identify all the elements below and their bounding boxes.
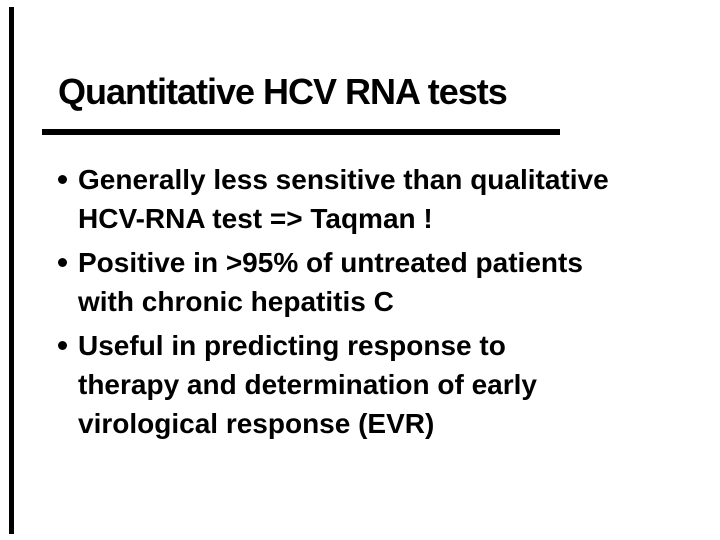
bullet-item: Generally less sensitive than qualitativ… (42, 160, 710, 238)
bullet-line: Generally less sensitive than qualitativ… (78, 164, 609, 195)
bullet-item: Positive in >95% of untreated patients w… (42, 243, 710, 321)
bullet-line: with chronic hepatitis C (78, 286, 394, 317)
bullet-line: virological response (EVR) (78, 408, 435, 439)
bullet-line: therapy and determination of early (78, 369, 537, 400)
bullet-dot (58, 341, 67, 350)
bullet-dot (58, 258, 67, 267)
slide-edge-line (9, 7, 14, 534)
bullet-line: Useful in predicting response to (78, 330, 506, 361)
bullet-line: HCV-RNA test => Taqman ! (78, 203, 433, 234)
bullet-list: Generally less sensitive than qualitativ… (42, 160, 710, 448)
bullet-line: Positive in >95% of untreated patients (78, 247, 583, 278)
bullet-dot (58, 175, 67, 184)
slide-title: Quantitative HCV RNA tests (58, 71, 508, 112)
title-underline (42, 129, 560, 135)
bullet-item: Useful in predicting response to therapy… (42, 326, 710, 443)
